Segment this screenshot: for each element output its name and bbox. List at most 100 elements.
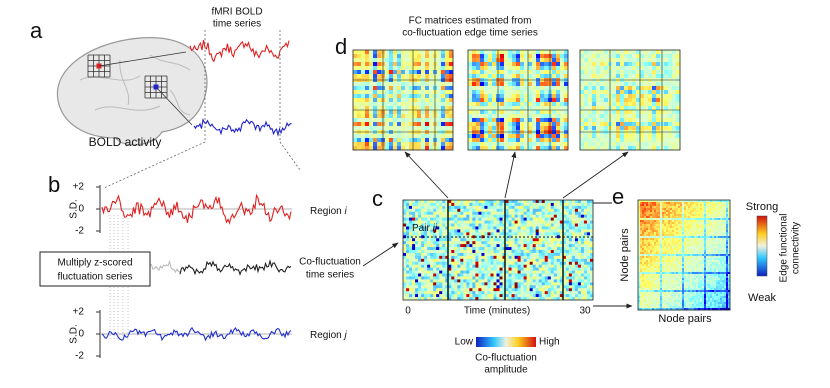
cell: [624, 106, 628, 110]
cell: [660, 218, 662, 220]
cell: [680, 222, 682, 224]
cell: [720, 230, 722, 232]
cell: [508, 118, 512, 122]
cell: [451, 288, 454, 291]
cell: [515, 238, 518, 241]
cell: [417, 134, 421, 138]
cell: [509, 291, 512, 294]
cell: [658, 206, 660, 208]
cell: [592, 82, 596, 86]
cell: [702, 214, 704, 216]
cell: [521, 244, 524, 247]
cell: [658, 208, 660, 210]
cell: [441, 118, 445, 122]
cell: [429, 98, 433, 102]
cell: [710, 212, 712, 214]
cell: [628, 62, 632, 66]
cell: [401, 74, 405, 78]
cell: [640, 214, 642, 216]
cell: [676, 216, 678, 218]
cell: [518, 276, 521, 279]
cell: [433, 285, 436, 288]
cell: [666, 204, 668, 206]
cell: [389, 102, 393, 106]
cell: [544, 62, 548, 66]
cell: [726, 222, 728, 224]
cell: [686, 204, 688, 206]
cell: [433, 218, 436, 221]
cell: [557, 203, 560, 206]
cell: [429, 138, 433, 142]
cell: [668, 58, 672, 62]
cell: [484, 102, 488, 106]
cell: [500, 282, 503, 285]
cell: [475, 274, 478, 277]
cell: [527, 215, 530, 218]
cell: [429, 114, 433, 118]
cell: [668, 210, 670, 212]
cell: [600, 114, 604, 118]
cell: [353, 70, 357, 74]
cell: [441, 110, 445, 114]
cell: [652, 230, 654, 232]
cell: [616, 50, 620, 54]
cell: [524, 86, 528, 90]
cell: [646, 234, 648, 236]
cell: [612, 106, 616, 110]
cell: [509, 259, 512, 262]
cell: [672, 98, 676, 102]
cell: [664, 230, 666, 232]
cell: [520, 62, 524, 66]
cell: [596, 54, 600, 58]
cell: [644, 98, 648, 102]
cell: [515, 276, 518, 279]
cell: [433, 271, 436, 274]
cell: [714, 212, 716, 214]
cell: [544, 94, 548, 98]
cell: [624, 98, 628, 102]
cell: [508, 94, 512, 98]
cell: [418, 256, 421, 259]
cell: [544, 58, 548, 62]
cell: [698, 230, 700, 232]
cell: [690, 236, 692, 238]
cell: [393, 70, 397, 74]
cell: [417, 82, 421, 86]
cell: [636, 102, 640, 106]
cell: [353, 114, 357, 118]
cell: [512, 122, 516, 126]
cell: [476, 122, 480, 126]
cell: [682, 206, 684, 208]
cell: [648, 126, 652, 130]
cell: [616, 114, 620, 118]
cell: [508, 86, 512, 90]
cell: [509, 200, 512, 203]
cell: [532, 138, 536, 142]
cell: [658, 230, 660, 232]
cell: [668, 106, 672, 110]
cell: [466, 253, 469, 256]
cell: [540, 98, 544, 102]
cell: [481, 274, 484, 277]
cell: [696, 206, 698, 208]
cell: [718, 230, 720, 232]
cell: [421, 134, 425, 138]
cell: [421, 98, 425, 102]
cell: [490, 209, 493, 212]
cell: [684, 226, 686, 228]
cell: [472, 226, 475, 229]
cell: [648, 70, 652, 74]
cell: [445, 106, 449, 110]
cell: [668, 216, 670, 218]
cell: [672, 94, 676, 98]
cell: [512, 291, 515, 294]
cell: [484, 232, 487, 235]
cell: [457, 259, 460, 262]
cell: [640, 220, 642, 222]
cell: [566, 212, 569, 215]
cell: [466, 259, 469, 262]
cell: [536, 66, 540, 70]
cell: [365, 110, 369, 114]
cell: [468, 106, 472, 110]
cell: [436, 200, 439, 203]
